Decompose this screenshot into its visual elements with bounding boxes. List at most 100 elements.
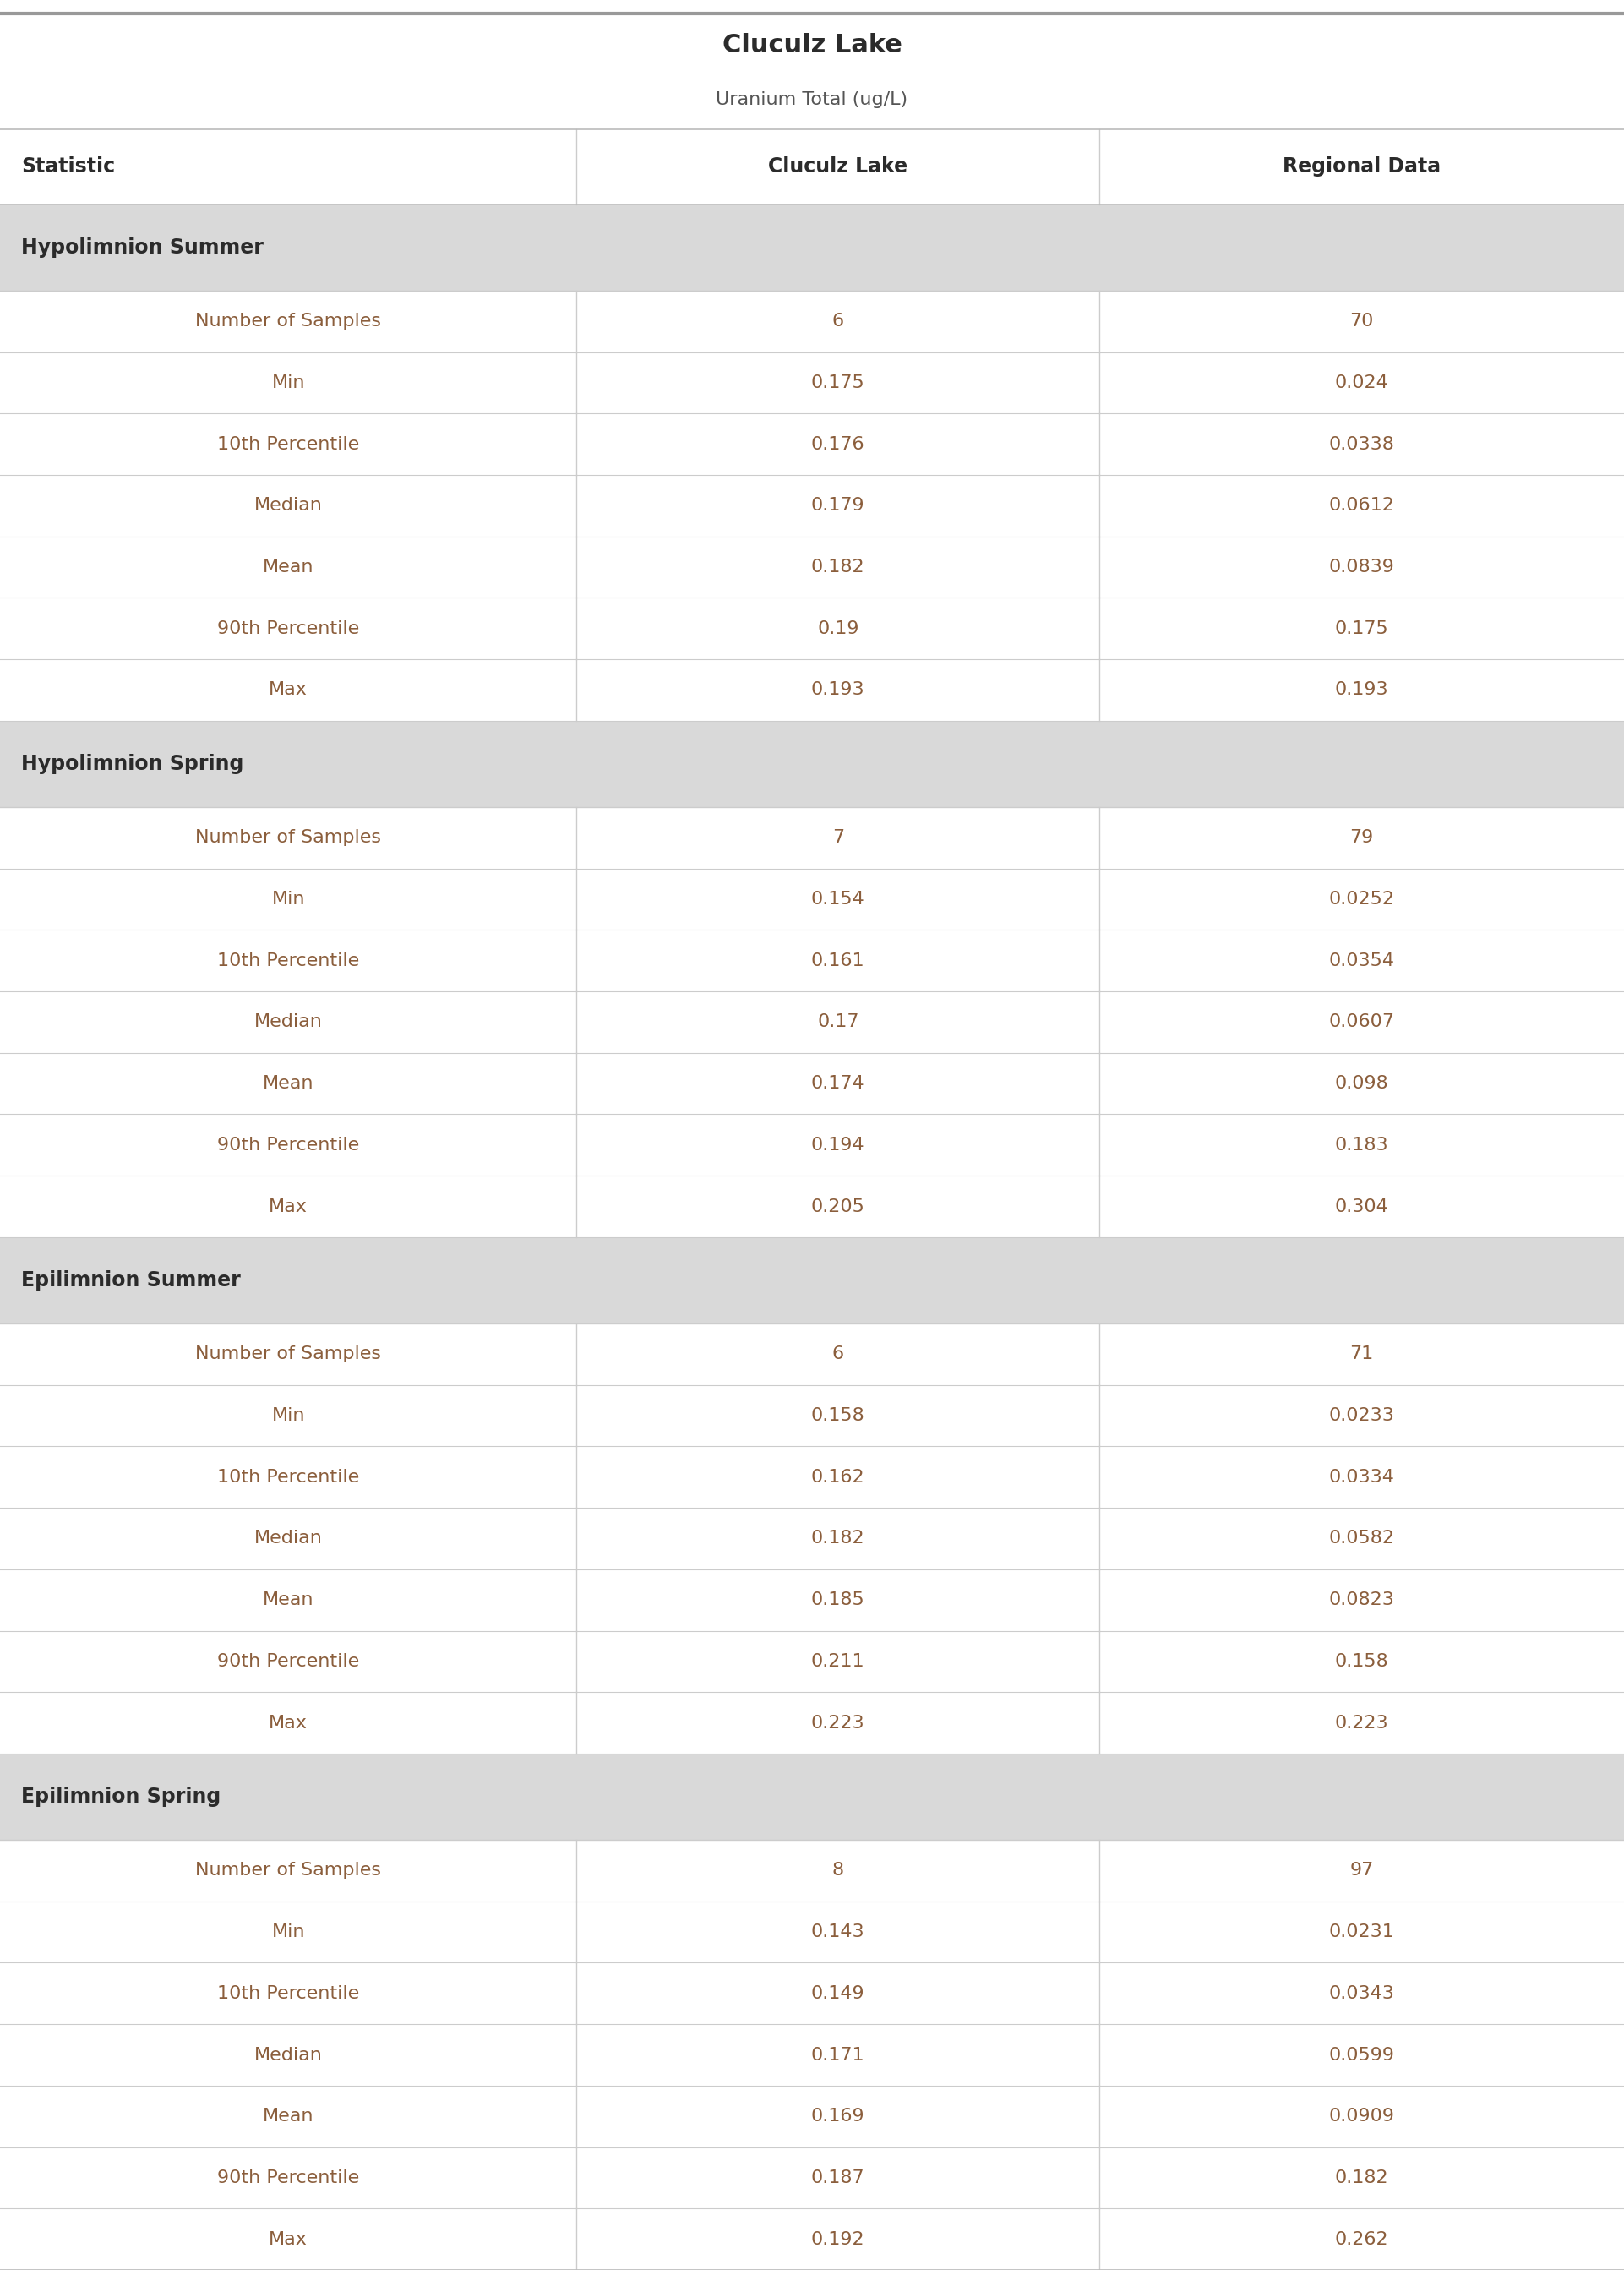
Text: 90th Percentile: 90th Percentile — [218, 620, 359, 638]
Text: 0.182: 0.182 — [810, 558, 866, 577]
Text: Min: Min — [271, 375, 305, 390]
Text: 0.098: 0.098 — [1335, 1076, 1389, 1092]
Text: 0.158: 0.158 — [810, 1407, 866, 1423]
Text: 10th Percentile: 10th Percentile — [218, 1469, 359, 1485]
Text: 0.183: 0.183 — [1335, 1137, 1389, 1153]
Bar — [0, 1752, 1624, 1839]
Bar — [0, 1237, 1624, 1323]
Text: 0.193: 0.193 — [810, 681, 866, 699]
Bar — [0, 129, 1624, 204]
Bar — [0, 869, 1624, 931]
Text: Number of Samples: Number of Samples — [195, 1346, 382, 1362]
Text: 0.211: 0.211 — [810, 1653, 866, 1671]
Bar — [0, 352, 1624, 413]
Text: 0.0354: 0.0354 — [1328, 951, 1395, 969]
Bar — [0, 597, 1624, 658]
Text: 0.179: 0.179 — [810, 497, 866, 513]
Bar — [0, 1507, 1624, 1569]
Text: Mean: Mean — [263, 1076, 313, 1092]
Text: 0.0231: 0.0231 — [1328, 1923, 1395, 1941]
Bar — [0, 474, 1624, 536]
Text: 79: 79 — [1350, 829, 1374, 847]
Text: 0.304: 0.304 — [1335, 1199, 1389, 1214]
Bar — [0, 1446, 1624, 1507]
Text: Median: Median — [253, 2048, 323, 2063]
Text: 0.193: 0.193 — [1335, 681, 1389, 699]
Text: 0.0252: 0.0252 — [1328, 890, 1395, 908]
Text: 90th Percentile: 90th Percentile — [218, 1653, 359, 1671]
Text: Number of Samples: Number of Samples — [195, 1861, 382, 1880]
Text: 10th Percentile: 10th Percentile — [218, 1984, 359, 2002]
Bar — [0, 2209, 1624, 2270]
Bar — [0, 1385, 1624, 1446]
Text: Hypolimnion Spring: Hypolimnion Spring — [21, 754, 244, 774]
Text: 0.0343: 0.0343 — [1328, 1984, 1395, 2002]
Text: 71: 71 — [1350, 1346, 1374, 1362]
Bar — [0, 806, 1624, 869]
Text: Number of Samples: Number of Samples — [195, 829, 382, 847]
Text: Hypolimnion Summer: Hypolimnion Summer — [21, 238, 263, 257]
Text: Mean: Mean — [263, 558, 313, 577]
Text: 0.194: 0.194 — [810, 1137, 866, 1153]
Bar — [0, 291, 1624, 352]
Text: 0.0334: 0.0334 — [1328, 1469, 1395, 1485]
Text: 70: 70 — [1350, 313, 1374, 329]
Bar — [0, 1323, 1624, 1385]
Text: 0.17: 0.17 — [817, 1015, 859, 1031]
Text: 0.223: 0.223 — [810, 1714, 866, 1732]
Text: 0.024: 0.024 — [1335, 375, 1389, 390]
Text: 0.169: 0.169 — [810, 2109, 866, 2125]
Bar — [0, 2086, 1624, 2147]
Text: 0.182: 0.182 — [1335, 2170, 1389, 2186]
Text: Statistic: Statistic — [21, 157, 115, 177]
Text: Median: Median — [253, 1530, 323, 1546]
Text: Epilimnion Summer: Epilimnion Summer — [21, 1271, 240, 1289]
Text: 0.0612: 0.0612 — [1328, 497, 1395, 513]
Text: Max: Max — [270, 1714, 307, 1732]
Text: Mean: Mean — [263, 2109, 313, 2125]
Text: 0.143: 0.143 — [810, 1923, 866, 1941]
Text: Regional Data: Regional Data — [1283, 157, 1440, 177]
Text: 0.158: 0.158 — [1335, 1653, 1389, 1671]
Text: Cluculz Lake: Cluculz Lake — [768, 157, 908, 177]
Text: 0.0582: 0.0582 — [1328, 1530, 1395, 1546]
Text: 0.175: 0.175 — [1335, 620, 1389, 638]
Text: Mean: Mean — [263, 1591, 313, 1609]
Text: 0.0909: 0.0909 — [1328, 2109, 1395, 2125]
Bar — [0, 204, 1624, 291]
Bar — [0, 1964, 1624, 2025]
Text: 0.182: 0.182 — [810, 1530, 866, 1546]
Text: 0.0233: 0.0233 — [1328, 1407, 1395, 1423]
Text: Uranium Total (ug/L): Uranium Total (ug/L) — [716, 91, 908, 109]
Text: 0.223: 0.223 — [1335, 1714, 1389, 1732]
Text: 0.187: 0.187 — [810, 2170, 866, 2186]
Text: Max: Max — [270, 1199, 307, 1214]
Text: 7: 7 — [831, 829, 844, 847]
Text: 90th Percentile: 90th Percentile — [218, 2170, 359, 2186]
Text: 0.205: 0.205 — [810, 1199, 866, 1214]
Text: 0.0338: 0.0338 — [1328, 436, 1395, 452]
Text: Cluculz Lake: Cluculz Lake — [723, 34, 901, 57]
Text: 0.0839: 0.0839 — [1328, 558, 1395, 577]
Text: 10th Percentile: 10th Percentile — [218, 436, 359, 452]
Bar — [0, 1630, 1624, 1691]
Text: 0.0823: 0.0823 — [1328, 1591, 1395, 1609]
Text: Max: Max — [270, 681, 307, 699]
Text: Min: Min — [271, 1923, 305, 1941]
Text: 0.0607: 0.0607 — [1328, 1015, 1395, 1031]
Bar — [0, 931, 1624, 992]
Bar — [0, 992, 1624, 1053]
Text: Epilimnion Spring: Epilimnion Spring — [21, 1786, 221, 1807]
Bar — [0, 1691, 1624, 1752]
Text: 0.154: 0.154 — [810, 890, 866, 908]
Bar — [0, 2147, 1624, 2209]
Bar — [0, 1839, 1624, 1902]
Text: Min: Min — [271, 1407, 305, 1423]
Text: 0.176: 0.176 — [810, 436, 866, 452]
Text: Max: Max — [270, 2231, 307, 2247]
Bar — [0, 1902, 1624, 1964]
Bar — [0, 1569, 1624, 1630]
Text: 90th Percentile: 90th Percentile — [218, 1137, 359, 1153]
Bar — [0, 658, 1624, 720]
Text: Number of Samples: Number of Samples — [195, 313, 382, 329]
